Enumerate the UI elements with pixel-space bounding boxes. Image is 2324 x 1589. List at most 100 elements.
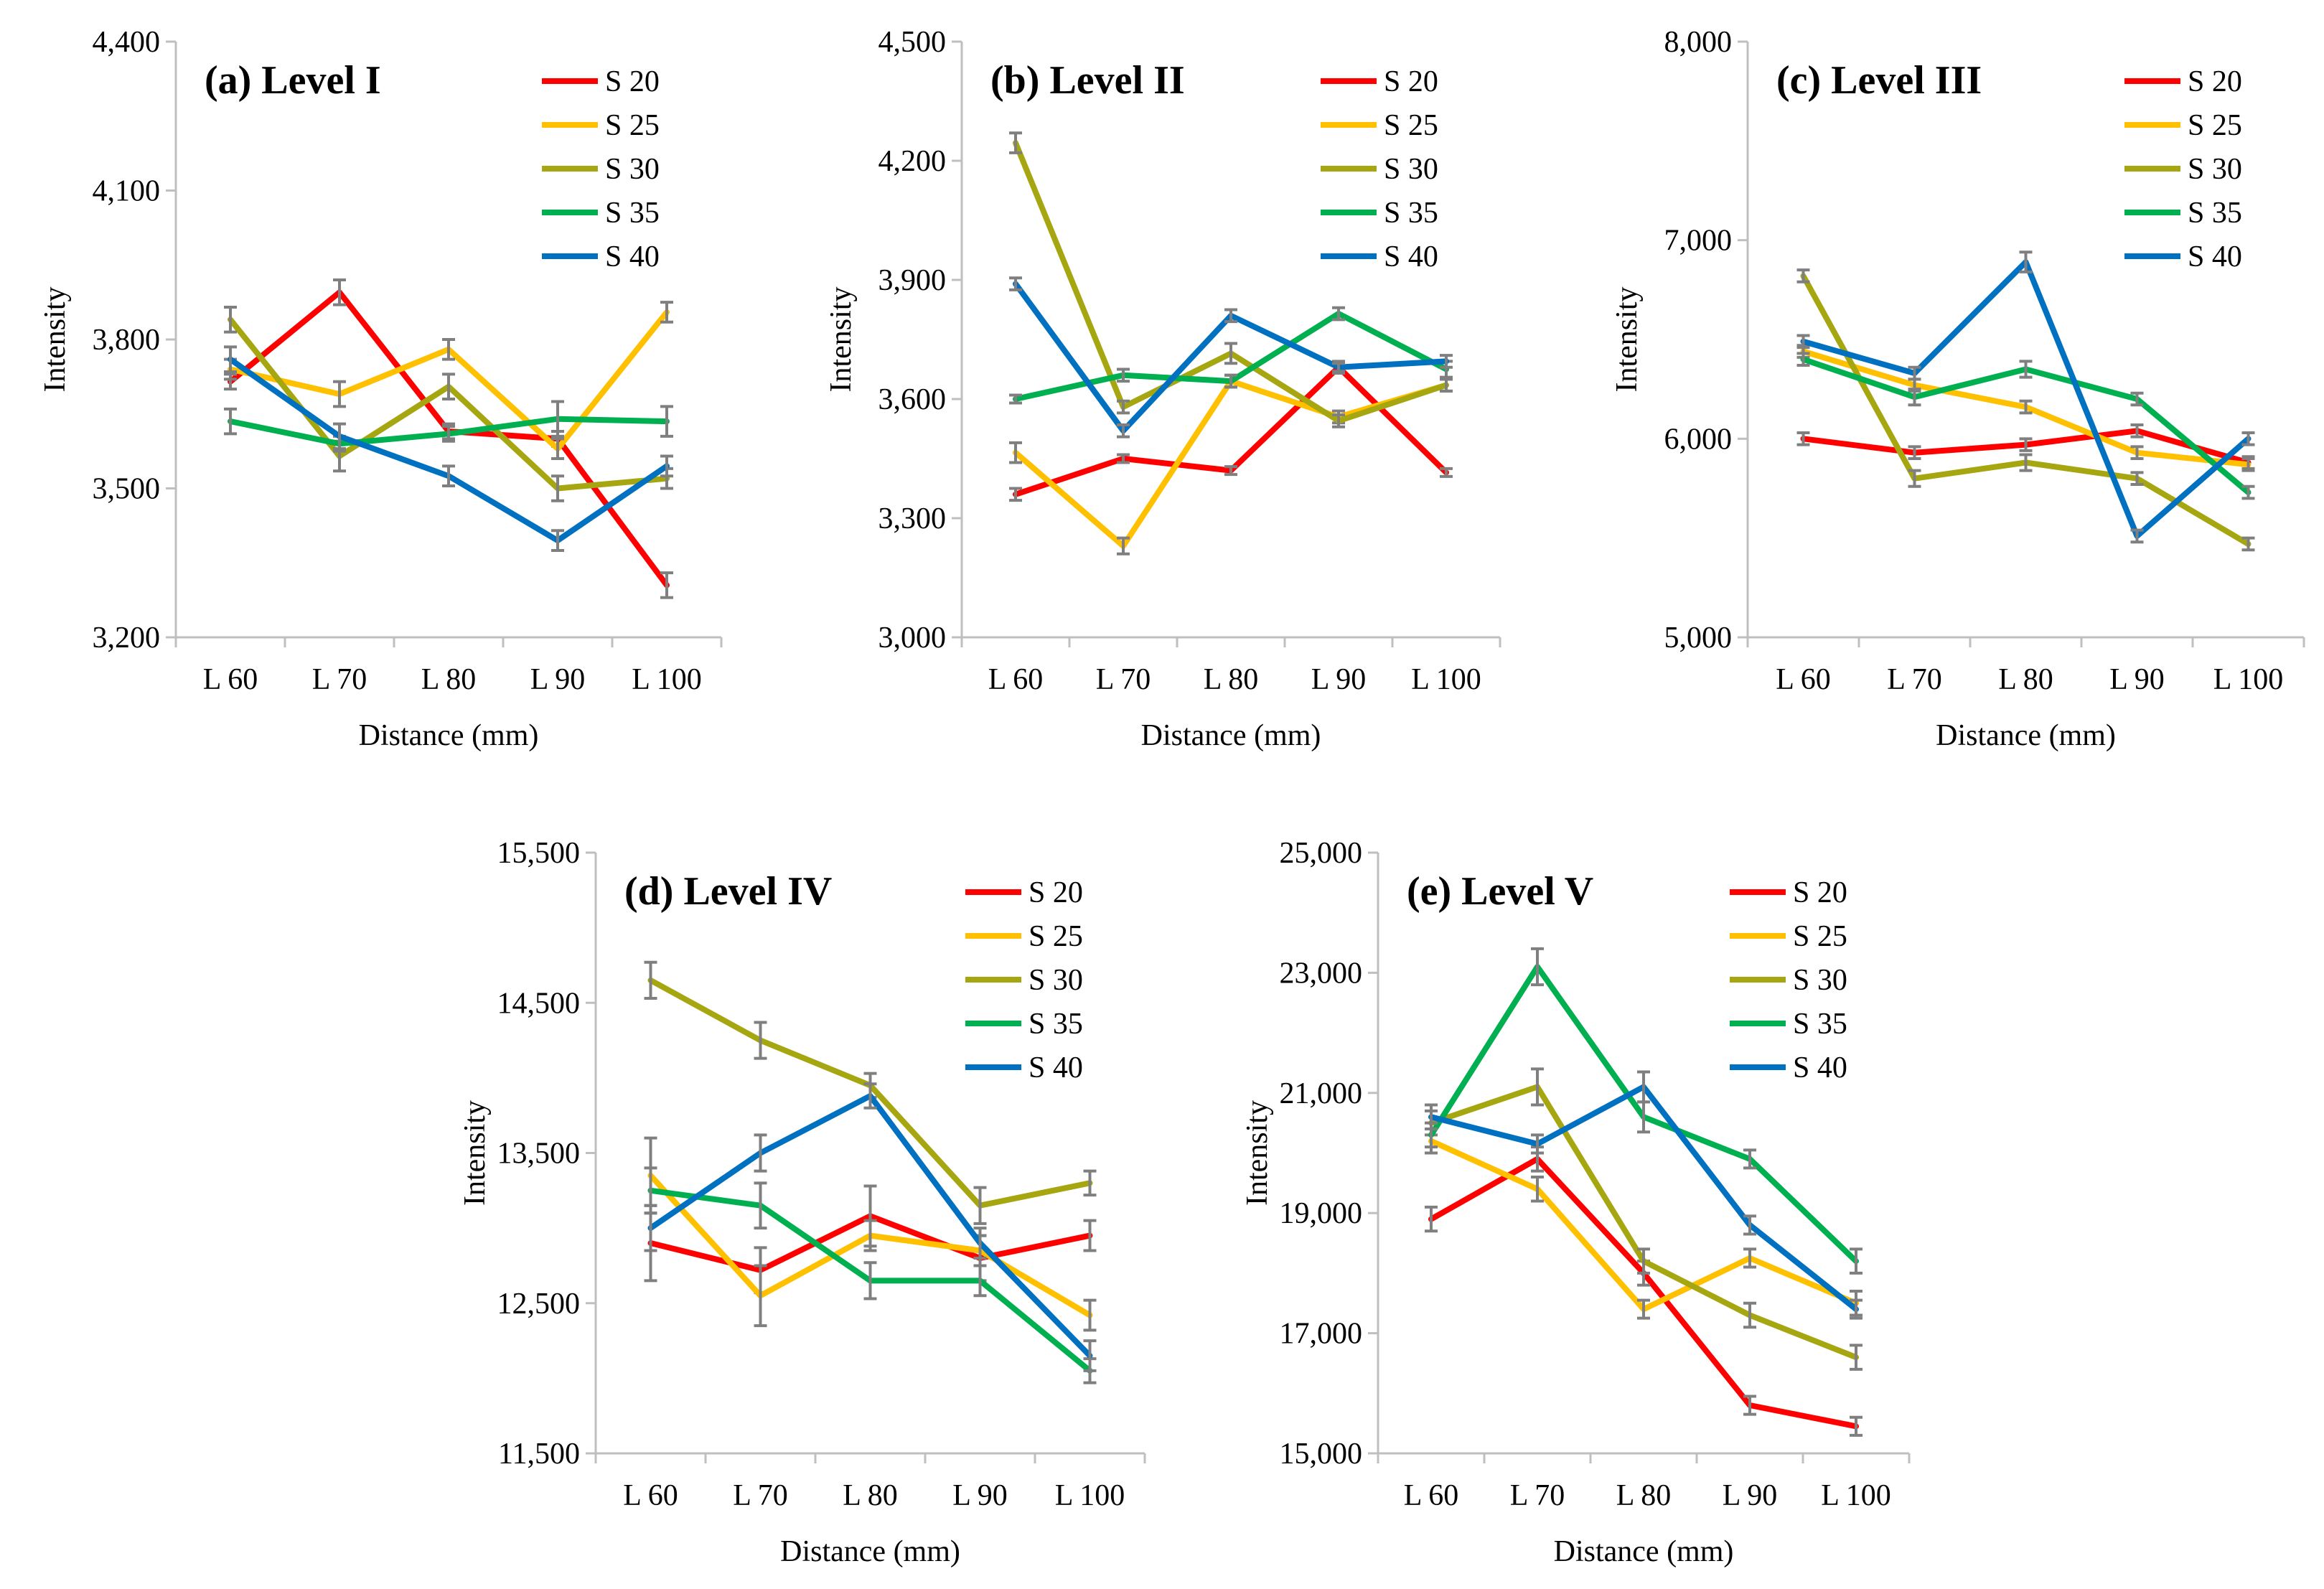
legend-label: S 30	[1793, 964, 1847, 997]
error-bar	[1083, 1339, 1097, 1372]
x-axis-title: Distance (mm)	[359, 719, 539, 752]
error-bar	[1531, 947, 1544, 987]
error-bar	[1224, 373, 1237, 389]
legend-item: S 30	[965, 964, 1083, 997]
y-tick-label: 3,800	[93, 324, 161, 357]
error-bar	[1743, 1301, 1756, 1329]
x-tick-label: L 80	[843, 1479, 898, 1512]
error-bar	[551, 437, 564, 460]
legend-label: S 40	[1384, 240, 1438, 273]
error-bar	[1440, 378, 1453, 393]
legend-item: S 40	[965, 1051, 1083, 1084]
error-bar	[1531, 1067, 1544, 1107]
error-bar	[1117, 423, 1130, 439]
legend-label: S 35	[605, 197, 660, 230]
x-tick-label: L 100	[1411, 663, 1481, 696]
error-bar	[863, 1261, 877, 1300]
error-bar	[442, 425, 455, 443]
x-tick-label: L 80	[1204, 663, 1259, 696]
error-bar	[1908, 469, 1921, 488]
legend-label: S 20	[1793, 876, 1847, 909]
error-bar	[1224, 342, 1237, 365]
x-tick-label: L 80	[1616, 1479, 1672, 1512]
x-tick-label: L 70	[312, 663, 367, 696]
error-bar	[1908, 445, 1921, 460]
error-bar	[333, 380, 346, 408]
x-tick-label: L 80	[421, 663, 477, 696]
legend-label: S 25	[2188, 109, 2242, 142]
error-bar	[973, 1186, 987, 1225]
error-bar	[1332, 306, 1345, 322]
error-bar	[1908, 365, 1921, 381]
error-bar	[1850, 1415, 1863, 1437]
error-bar	[754, 1133, 767, 1173]
y-tick-label: 15,000	[1280, 1438, 1363, 1471]
error-bar	[1531, 1133, 1544, 1155]
error-bar	[973, 1227, 987, 1260]
legend-label: S 35	[1793, 1008, 1847, 1041]
chart-panel-4: 11,500 12,500 13,500 14,500 15,500 L 60 L 70 L …	[459, 837, 1146, 1568]
x-tick-label: L 90	[2109, 663, 2165, 696]
error-bar	[2019, 437, 2033, 452]
legend-item: S 20	[1730, 876, 1847, 909]
y-tick-label: 4,100	[93, 175, 161, 208]
x-tick-label: L 70	[1887, 663, 1942, 696]
legend-label: S 35	[2188, 197, 2242, 230]
y-tick-label: 4,500	[878, 26, 947, 59]
legend-item: S 30	[2124, 153, 2242, 186]
error-bar	[333, 278, 346, 306]
error-bar	[1009, 487, 1022, 502]
legend-label: S 25	[1793, 920, 1847, 953]
legend-label: S 25	[1384, 109, 1438, 142]
error-bar	[1743, 1395, 1756, 1416]
x-tick-label: L 70	[1510, 1479, 1565, 1512]
error-bar	[1332, 362, 1345, 373]
legend-item: S 30	[1321, 153, 1438, 186]
error-bar	[333, 422, 346, 451]
error-bar	[2019, 360, 2033, 379]
error-bar	[1224, 308, 1237, 324]
legend-label: S 20	[2188, 65, 2242, 98]
error-bar	[1224, 465, 1237, 477]
legend-item: S 40	[2124, 240, 2242, 273]
error-bar	[1117, 367, 1130, 383]
legend-label: S 30	[1384, 153, 1438, 186]
y-axis-title: Intensity	[1241, 1100, 1274, 1206]
error-bar	[1743, 1214, 1756, 1236]
chart-title: (d) Level IV	[624, 869, 832, 914]
x-tick-label: L 70	[1096, 663, 1151, 696]
legend-item: S 35	[2124, 197, 2242, 230]
y-tick-label: 5,000	[1664, 622, 1733, 655]
x-tick-label: L 60	[623, 1479, 678, 1512]
y-tick-label: 12,500	[497, 1288, 581, 1321]
error-bar	[551, 474, 564, 502]
error-bar	[644, 1204, 657, 1252]
error-bar	[2241, 431, 2255, 446]
error-bar	[2130, 423, 2144, 439]
error-bar	[644, 960, 657, 1000]
chart-panel-3: 5,000 6,000 7,000 8,000 L 60 L 70 L 80 L 90 L 10…	[1611, 26, 2305, 752]
legend-item: S 35	[1730, 1008, 1847, 1041]
y-tick-label: 3,900	[878, 264, 947, 297]
error-bar	[1009, 393, 1022, 405]
legend-item: S 25	[2124, 109, 2242, 142]
error-bar	[1637, 1247, 1650, 1275]
legend-item: S 35	[1321, 197, 1438, 230]
y-tick-label: 6,000	[1664, 423, 1733, 456]
y-tick-label: 15,500	[497, 837, 581, 870]
error-bar	[2019, 250, 2033, 273]
legend-item: S 40	[1321, 240, 1438, 273]
x-axis-title: Distance (mm)	[1141, 719, 1321, 752]
error-bar	[2241, 536, 2255, 552]
y-tick-label: 17,000	[1280, 1318, 1363, 1351]
error-bar	[1531, 1175, 1544, 1203]
series-line-s35	[1800, 356, 2252, 495]
error-bar	[224, 407, 237, 436]
legend-label: S 30	[2188, 153, 2242, 186]
x-axis-title: Distance (mm)	[780, 1535, 960, 1568]
legend-label: S 20	[605, 65, 660, 98]
legend-label: S 20	[1029, 876, 1083, 909]
x-tick-label: L 70	[733, 1479, 788, 1512]
error-bar	[1009, 441, 1022, 464]
